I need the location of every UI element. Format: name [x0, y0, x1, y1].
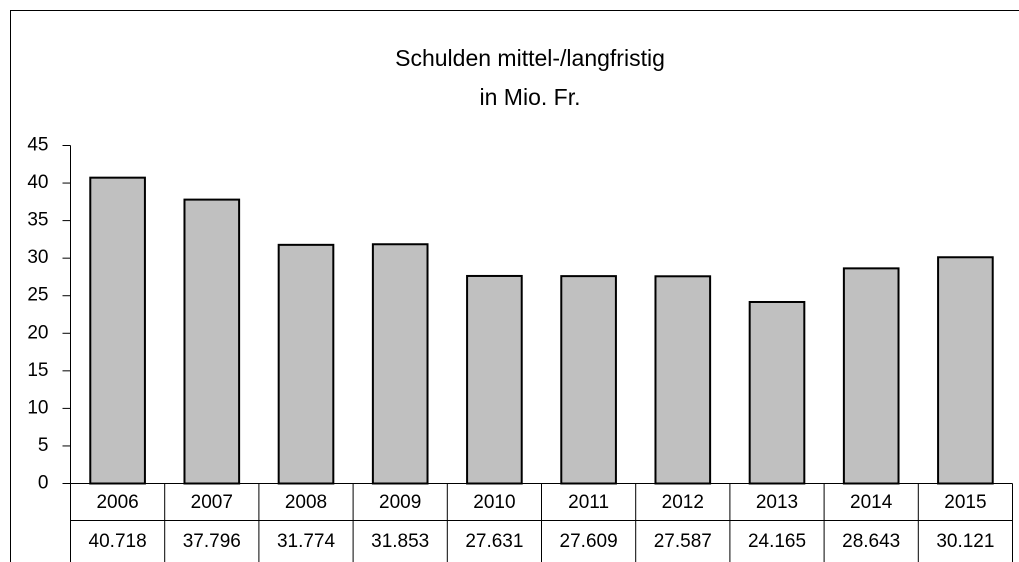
bar: [89, 176, 146, 485]
table-value: 40.718: [89, 531, 147, 552]
table-value: 24.165: [748, 531, 806, 552]
table-value: 31.853: [371, 531, 429, 552]
x-tick-label: 2013: [756, 492, 798, 513]
x-tick-label: 2014: [850, 492, 893, 513]
bar: [937, 256, 994, 485]
table-value: 27.609: [560, 531, 618, 552]
chart-subtitle: in Mio. Fr.: [480, 84, 581, 110]
y-tick-label: 10: [27, 397, 48, 418]
y-tick-label: 15: [27, 360, 48, 381]
chart-title: Schulden mittel-/langfristig: [395, 45, 665, 71]
x-tick-label: 2007: [191, 492, 233, 513]
x-tick-label: 2009: [379, 492, 421, 513]
x-tick-label: 2011: [568, 492, 609, 513]
x-tick-label: 2006: [96, 492, 138, 513]
table-value: 37.796: [183, 531, 241, 552]
y-tick-label: 30: [27, 247, 48, 268]
x-tick-label: 2015: [944, 492, 986, 513]
table-value: 27.631: [465, 531, 523, 552]
y-tick-label: 40: [27, 172, 48, 193]
table-value: 31.774: [277, 531, 336, 552]
y-tick-label: 25: [27, 285, 48, 306]
y-tick-label: 0: [38, 473, 49, 494]
table-value: 27.587: [654, 531, 712, 552]
bar: [466, 274, 523, 485]
bar: [654, 275, 712, 485]
bar: [183, 198, 241, 485]
x-tick-label: 2008: [285, 492, 327, 513]
table-value: 28.643: [842, 531, 900, 552]
bar: [842, 267, 900, 485]
y-tick-label: 35: [27, 210, 48, 231]
table-value: 30.121: [936, 531, 994, 552]
x-tick-label: 2010: [473, 492, 515, 513]
y-tick-label: 45: [27, 135, 48, 156]
x-tick-label: 2012: [662, 492, 704, 513]
bar: [560, 275, 617, 485]
bar: [277, 243, 335, 485]
y-tick-label: 5: [38, 435, 49, 456]
bar: [371, 243, 429, 485]
bar: [748, 300, 806, 485]
y-tick-label: 20: [27, 322, 48, 343]
